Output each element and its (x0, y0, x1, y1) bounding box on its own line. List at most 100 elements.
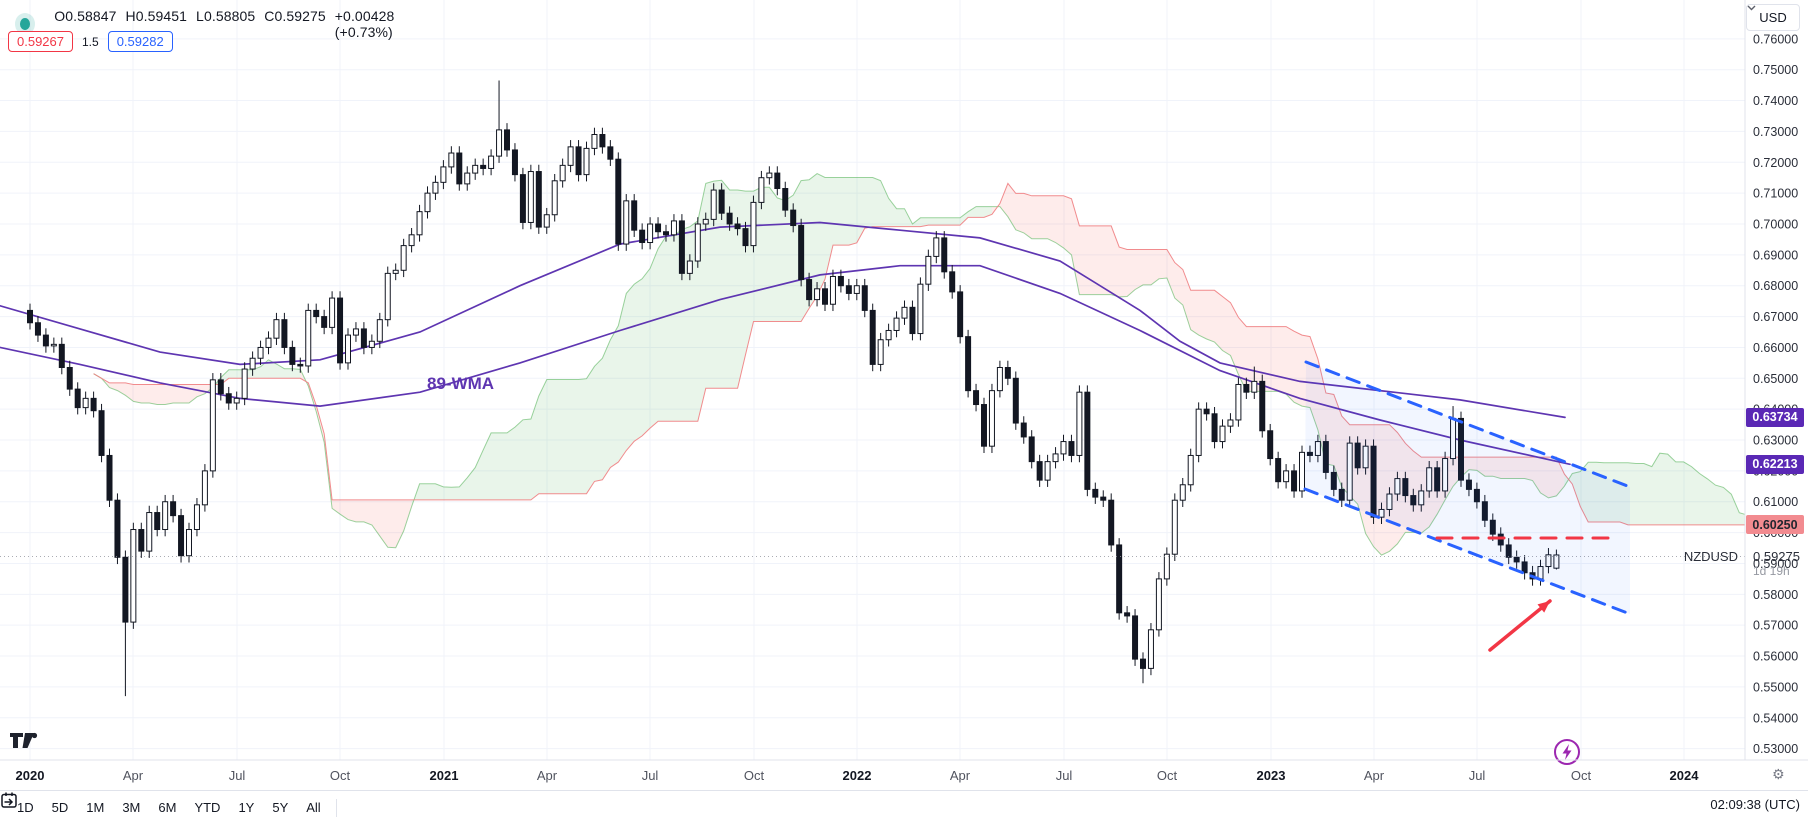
candle-up[interactable] (1219, 419, 1226, 449)
candle-down[interactable] (98, 403, 105, 463)
candle-down[interactable] (217, 373, 224, 401)
candle-down[interactable] (1497, 527, 1504, 552)
candle-up[interactable] (1283, 464, 1290, 489)
candle-up[interactable] (1179, 477, 1186, 507)
candle-down[interactable] (34, 315, 41, 342)
candle-up[interactable] (814, 282, 821, 307)
candle-up[interactable] (543, 207, 550, 234)
candle-up[interactable] (496, 80, 503, 163)
candle-down[interactable] (313, 303, 320, 324)
candle-down[interactable] (957, 285, 964, 344)
candle-down[interactable] (949, 265, 956, 299)
candle-down[interactable] (74, 382, 81, 415)
candle-down[interactable] (1505, 538, 1512, 565)
candle-down[interactable] (782, 181, 789, 217)
candle-up[interactable] (551, 174, 558, 222)
candle-down[interactable] (1036, 454, 1043, 487)
candle-up[interactable] (488, 149, 495, 176)
candle-down[interactable] (297, 357, 304, 373)
candle-up[interactable] (1346, 436, 1353, 507)
candle-down[interactable] (1434, 461, 1441, 498)
candle-down[interactable] (1140, 652, 1146, 684)
candle-down[interactable] (225, 386, 232, 410)
candle-up[interactable] (273, 312, 280, 345)
candle-up[interactable] (50, 337, 57, 353)
scale-settings-gear-icon[interactable]: ⚙ (1772, 767, 1785, 783)
range-button-1y[interactable]: 1Y (231, 797, 261, 818)
candle-down[interactable] (607, 140, 614, 166)
candle-up[interactable] (1060, 434, 1067, 461)
candle-down[interactable] (519, 167, 526, 230)
candle-up[interactable] (1442, 451, 1449, 498)
candle-down[interactable] (655, 217, 662, 239)
candle-up[interactable] (901, 300, 908, 325)
range-button-6m[interactable]: 6M (151, 797, 183, 818)
candle-up[interactable] (1251, 366, 1258, 399)
candle-up[interactable] (925, 249, 932, 291)
flash-event-icon[interactable] (1554, 739, 1580, 765)
candle-down[interactable] (1092, 482, 1099, 504)
candle-up[interactable] (1553, 549, 1560, 570)
candle-down[interactable] (1306, 445, 1313, 463)
candle-down[interactable] (1402, 471, 1409, 503)
candle-down[interactable] (726, 206, 733, 231)
candle-down[interactable] (154, 505, 161, 537)
candle-down[interactable] (1211, 406, 1218, 449)
price-level-badge[interactable]: 0.63734 (1746, 407, 1804, 427)
candle-up[interactable] (1044, 454, 1051, 487)
candle-up[interactable] (424, 186, 431, 219)
candle-up[interactable] (1394, 471, 1401, 501)
candle-up[interactable] (559, 158, 566, 188)
candle-down[interactable] (27, 303, 33, 330)
candle-up[interactable] (623, 194, 630, 251)
candle-down[interactable] (535, 164, 542, 234)
candle-up[interactable] (352, 322, 359, 342)
candle-up[interactable] (750, 195, 757, 253)
candle-down[interactable] (774, 166, 781, 196)
candle-down[interactable] (1521, 555, 1528, 580)
candle-up[interactable] (1314, 434, 1321, 463)
candle-up[interactable] (186, 522, 192, 563)
candle-down[interactable] (511, 143, 518, 182)
candle-up[interactable] (400, 238, 407, 278)
candle-down[interactable] (90, 391, 97, 418)
candle-up[interactable] (1076, 385, 1083, 463)
candle-up[interactable] (766, 166, 773, 185)
candle-up[interactable] (996, 360, 1003, 398)
candle-down[interactable] (973, 383, 980, 412)
candle-down[interactable] (170, 494, 177, 523)
candle-up[interactable] (591, 127, 598, 156)
candle-down[interactable] (1513, 550, 1520, 569)
candle-down[interactable] (1259, 374, 1266, 438)
candle-up[interactable] (1052, 447, 1059, 469)
candle-up[interactable] (1187, 448, 1194, 492)
price-level-badge[interactable]: 0.60250 (1746, 515, 1804, 535)
candle-down[interactable] (639, 223, 646, 250)
candle-up[interactable] (209, 373, 216, 478)
candle-up[interactable] (448, 146, 455, 174)
candle-down[interactable] (1020, 416, 1027, 444)
candle-down[interactable] (106, 448, 113, 507)
price-axis[interactable]: 0.53000 0.54000 0.55000 0.56000 0.57000 0.580… (1753, 32, 1798, 756)
candle-down[interactable] (1473, 482, 1480, 509)
channel-lower-line[interactable] (1303, 487, 1632, 616)
candle-up[interactable] (917, 277, 924, 341)
candle-down[interactable] (1108, 493, 1115, 552)
candle-down[interactable] (321, 309, 328, 335)
candle-up[interactable] (988, 383, 995, 453)
candle-up[interactable] (933, 231, 940, 264)
range-button-3m[interactable]: 3M (115, 797, 147, 818)
clock-utc[interactable]: 02:09:38 (UTC) (1710, 797, 1800, 812)
candle-up[interactable] (686, 254, 693, 281)
candle-up[interactable] (583, 141, 590, 182)
candle-down[interactable] (822, 282, 828, 312)
candle-down[interactable] (1012, 371, 1019, 430)
candle-up[interactable] (392, 263, 399, 281)
range-button-5y[interactable]: 5Y (265, 797, 295, 818)
candle-down[interactable] (1330, 465, 1337, 497)
candle-up[interactable] (1171, 493, 1178, 561)
candle-down[interactable] (734, 217, 741, 236)
candle-up[interactable] (1362, 439, 1369, 475)
candle-up[interactable] (1426, 461, 1433, 498)
